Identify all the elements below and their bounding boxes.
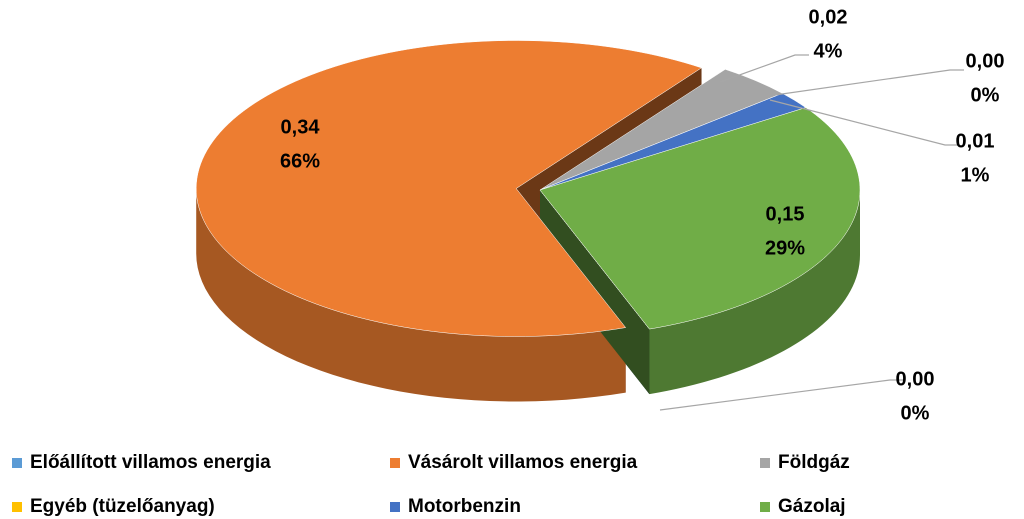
slice: [196, 40, 703, 337]
leader-line: [719, 54, 809, 83]
legend-label: Vásárolt villamos energia: [408, 452, 638, 473]
legend-swatch: [12, 502, 22, 512]
slice: [539, 107, 861, 330]
legend-label: Gázolaj: [778, 496, 846, 517]
percent-label: 29%: [765, 237, 805, 259]
data-label: 0,01: [956, 130, 995, 152]
data-label: 0,15: [766, 203, 805, 225]
percent-label: 66%: [280, 150, 320, 172]
legend-swatch: [760, 502, 770, 512]
legend-label: Motorbenzin: [408, 496, 521, 517]
percent-label: 0%: [971, 84, 1000, 106]
legend-swatch: [760, 458, 770, 468]
percent-label: 1%: [961, 164, 990, 186]
legend-swatch: [390, 458, 400, 468]
percent-label: 0%: [901, 402, 930, 424]
slice-side: [196, 188, 626, 402]
legend-label: Előállított villamos energia: [30, 452, 271, 473]
legend-swatch: [390, 502, 400, 512]
data-label: 0,34: [281, 116, 321, 138]
data-label: 0,02: [809, 6, 848, 28]
pie-tops: [196, 40, 861, 337]
leader-line: [659, 379, 904, 411]
data-label: 0,00: [896, 368, 935, 390]
legend-swatch: [12, 458, 22, 468]
legend-label: Földgáz: [778, 452, 850, 473]
leader-line: [774, 69, 964, 96]
leader-line: [769, 99, 959, 146]
legend-label: Egyéb (tüzelőanyag): [30, 496, 215, 517]
slice-side: [649, 190, 860, 395]
data-label: 0,00: [966, 50, 1005, 72]
percent-label: 4%: [814, 40, 843, 62]
